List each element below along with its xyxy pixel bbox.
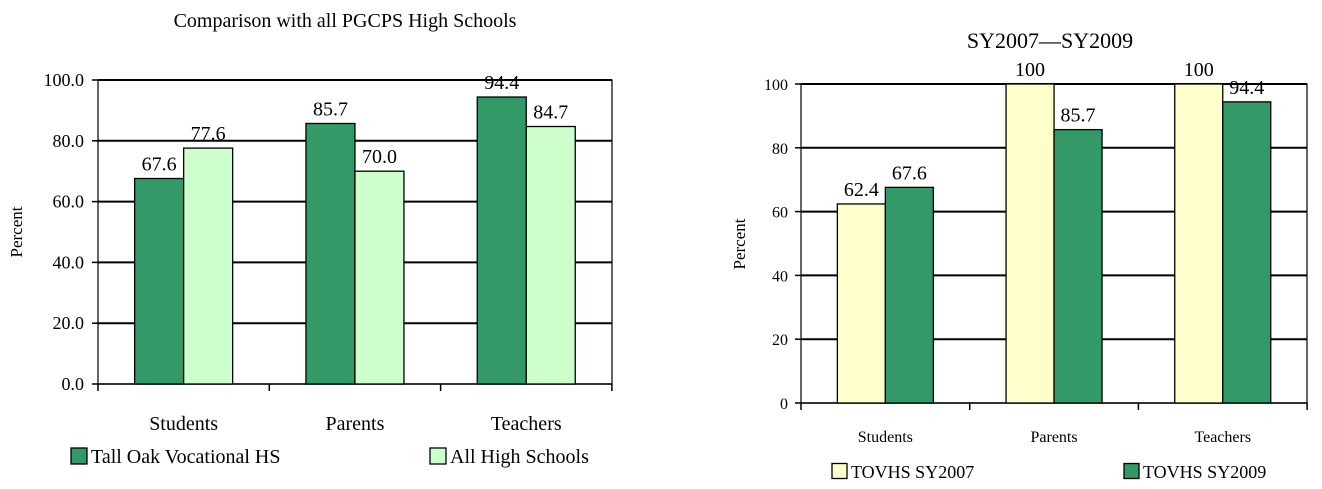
- y-tick-label: 80: [772, 141, 788, 158]
- y-tick-label: 20: [772, 332, 788, 349]
- data-label: 100: [1015, 59, 1045, 81]
- data-label: 85.7: [1061, 105, 1096, 127]
- chart-2: SY2007—SY2009 Percent 0 20 40 60 80 100 62.4 67.6…: [730, 28, 1308, 482]
- y-tick-label: 0.0: [62, 374, 85, 394]
- data-label: 77.6: [191, 123, 226, 145]
- bar-tovhs-sy2009-teachers: [1222, 101, 1272, 404]
- data-label: 84.7: [533, 102, 568, 124]
- y-tick-label: 40: [772, 268, 788, 285]
- data-label: 85.7: [313, 98, 348, 120]
- chart-title: Comparison with all PGCPS High Schools: [174, 10, 517, 32]
- legend-swatch: [831, 462, 848, 480]
- bar-all-high-schools-parents: [354, 170, 405, 385]
- y-tick-label: 40.0: [53, 252, 85, 272]
- y-tick-label: 20.0: [53, 313, 85, 333]
- legend-label: TOVHS SY2007: [851, 462, 974, 482]
- bar-tovhs-sy2007-parents: [1005, 83, 1055, 404]
- legend-swatch: [70, 447, 88, 465]
- bar-tall-oak-vocational-hs-teachers: [476, 96, 527, 385]
- x-tick-label: Parents: [326, 413, 385, 435]
- bar-tall-oak-vocational-hs-parents: [305, 122, 356, 385]
- y-tick-label: 60.0: [53, 192, 85, 212]
- y-axis-label: Percent: [7, 206, 26, 257]
- x-tick-label: Teachers: [491, 413, 562, 435]
- y-tick-label: 60: [772, 205, 788, 222]
- x-tick-label: Students: [858, 429, 913, 446]
- x-tick-label: Students: [149, 413, 218, 435]
- y-tick-label: 0: [780, 396, 788, 413]
- legend-label: TOVHS SY2009: [1143, 462, 1266, 482]
- bar-tovhs-sy2007-teachers: [1174, 83, 1224, 404]
- y-tick-label: 100.0: [44, 70, 85, 90]
- data-label: 94.4: [1229, 77, 1264, 99]
- x-tick-label: Teachers: [1194, 429, 1251, 446]
- data-label: 94.4: [484, 72, 519, 94]
- legend-swatch: [1123, 462, 1140, 480]
- legend-label: Tall Oak Vocational HS: [91, 446, 281, 468]
- y-tick-label: 80.0: [53, 131, 85, 151]
- chart-1: Comparison with all PGCPS High Schools Pe…: [7, 10, 613, 468]
- bar-tovhs-sy2009-parents: [1053, 128, 1103, 404]
- bar-tovhs-sy2007-students: [836, 203, 886, 404]
- data-label: 70.0: [362, 146, 397, 168]
- legend-swatch: [429, 447, 447, 465]
- legend-label: All High Schools: [450, 446, 589, 468]
- data-label: 67.6: [142, 153, 177, 175]
- data-label: 100: [1184, 59, 1214, 81]
- data-label: 62.4: [844, 179, 879, 201]
- bar-tall-oak-vocational-hs-students: [133, 177, 185, 385]
- bar-all-high-schools-students: [182, 147, 234, 385]
- data-label: 67.6: [892, 162, 927, 184]
- y-tick-label: 100: [764, 77, 788, 94]
- y-axis-label: Percent: [730, 218, 749, 269]
- bar-tovhs-sy2009-students: [884, 186, 934, 404]
- bar-all-high-schools-teachers: [525, 125, 576, 385]
- chart-title: SY2007—SY2009: [967, 28, 1133, 53]
- x-tick-label: Parents: [1030, 429, 1077, 446]
